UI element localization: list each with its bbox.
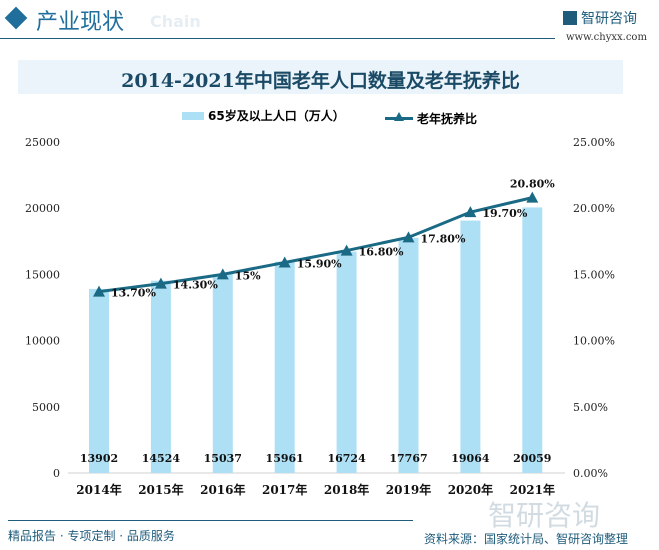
x-tick-label: 2019年 xyxy=(386,482,431,497)
y-left-tick-label: 15000 xyxy=(25,268,60,281)
bar-data-label: 17767 xyxy=(389,452,427,465)
legend-label: 老年抚养比 xyxy=(416,111,477,126)
brand-name: 智研咨询 xyxy=(581,11,637,27)
bar xyxy=(274,261,295,473)
bar xyxy=(89,288,109,473)
y-left-tick-label: 20000 xyxy=(25,202,60,215)
legend-item-ratio: 老年抚养比 xyxy=(384,110,477,127)
y-right-tick-label: 0.00% xyxy=(573,467,608,480)
bar-data-label: 15961 xyxy=(266,452,304,465)
legend: 65岁及以上人口（万人） 老年抚养比 xyxy=(0,107,659,127)
bar xyxy=(212,273,233,473)
source-note: 资料来源：国家统计局、智研咨询整理 xyxy=(424,532,629,546)
brand-url: www.chyxx.com xyxy=(566,32,647,43)
y-right-tick-label: 5.00% xyxy=(573,401,608,414)
bar-data-label: 15037 xyxy=(204,452,242,465)
y-left-tick-label: 5000 xyxy=(32,401,60,414)
section-title: 产业现状 xyxy=(36,10,125,35)
ratio-marker xyxy=(93,285,105,297)
ratio-marker xyxy=(154,277,167,289)
brand-logo: 智研咨询 xyxy=(563,8,637,28)
logo-icon xyxy=(563,11,577,25)
ratio-data-label: 14.30% xyxy=(173,279,218,292)
bar-data-label: 19064 xyxy=(451,452,490,465)
x-tick-label: 2016年 xyxy=(200,482,245,497)
section-ghost-text: Chain xyxy=(150,12,201,31)
bar xyxy=(150,280,171,473)
ratio-data-label: 15% xyxy=(235,269,261,282)
bar-data-label: 16724 xyxy=(327,452,366,465)
bar xyxy=(398,237,419,473)
x-tick-label: 2020年 xyxy=(448,482,493,497)
x-tick-label: 2014年 xyxy=(76,482,121,497)
y-right-tick-label: 25.00% xyxy=(573,136,615,149)
ratio-marker xyxy=(402,231,415,243)
bar xyxy=(522,207,543,474)
y-right-tick-label: 20.00% xyxy=(573,202,615,215)
y-left-tick-label: 0 xyxy=(53,467,60,480)
ratio-data-label: 19.70% xyxy=(482,207,527,220)
x-tick-label: 2017年 xyxy=(262,482,307,497)
footer-divider xyxy=(8,520,413,521)
bar-data-label: 14524 xyxy=(142,452,181,465)
ratio-data-label: 13.70% xyxy=(111,287,156,300)
chart-title: 2014-2021年中国老年人口数量及老年抚养比 xyxy=(121,70,520,92)
y-left-tick-label: 25000 xyxy=(25,136,60,149)
legend-line-swatch xyxy=(384,111,413,121)
ratio-data-label: 16.80% xyxy=(359,246,404,259)
ratio-marker xyxy=(278,256,291,268)
y-right-tick-label: 10.00% xyxy=(573,335,615,348)
legend-item-population: 65岁及以上人口（万人） xyxy=(182,107,345,124)
ratio-line xyxy=(98,196,533,294)
x-tick-label: 2021年 xyxy=(510,482,555,497)
legend-label: 65岁及以上人口（万人） xyxy=(208,109,345,123)
bar-data-label: 13902 xyxy=(80,452,118,465)
ratio-data-label: 17.80% xyxy=(421,232,466,245)
bar xyxy=(460,220,481,473)
x-tick-label: 2015年 xyxy=(138,482,183,497)
y-right-tick-label: 15.00% xyxy=(573,268,615,281)
watermark-logo: 智研咨询 xyxy=(488,499,601,532)
slogan: 精品报告 · 专项定制 · 品质服务 xyxy=(8,529,175,543)
ratio-marker xyxy=(340,244,353,256)
legend-bar-swatch xyxy=(182,111,205,120)
ratio-marker xyxy=(464,206,477,218)
ratio-marker xyxy=(526,191,539,203)
header-divider xyxy=(0,38,555,39)
chart-title-band: 2014-2021年中国老年人口数量及老年抚养比 xyxy=(18,60,623,94)
bar-data-label: 20059 xyxy=(513,452,551,465)
x-tick-label: 2018年 xyxy=(324,482,369,497)
bar xyxy=(336,251,357,473)
ratio-data-label: 20.80% xyxy=(510,178,555,191)
ratio-marker xyxy=(216,268,229,280)
y-left-tick-label: 10000 xyxy=(25,335,60,348)
ratio-data-label: 15.90% xyxy=(297,257,342,270)
